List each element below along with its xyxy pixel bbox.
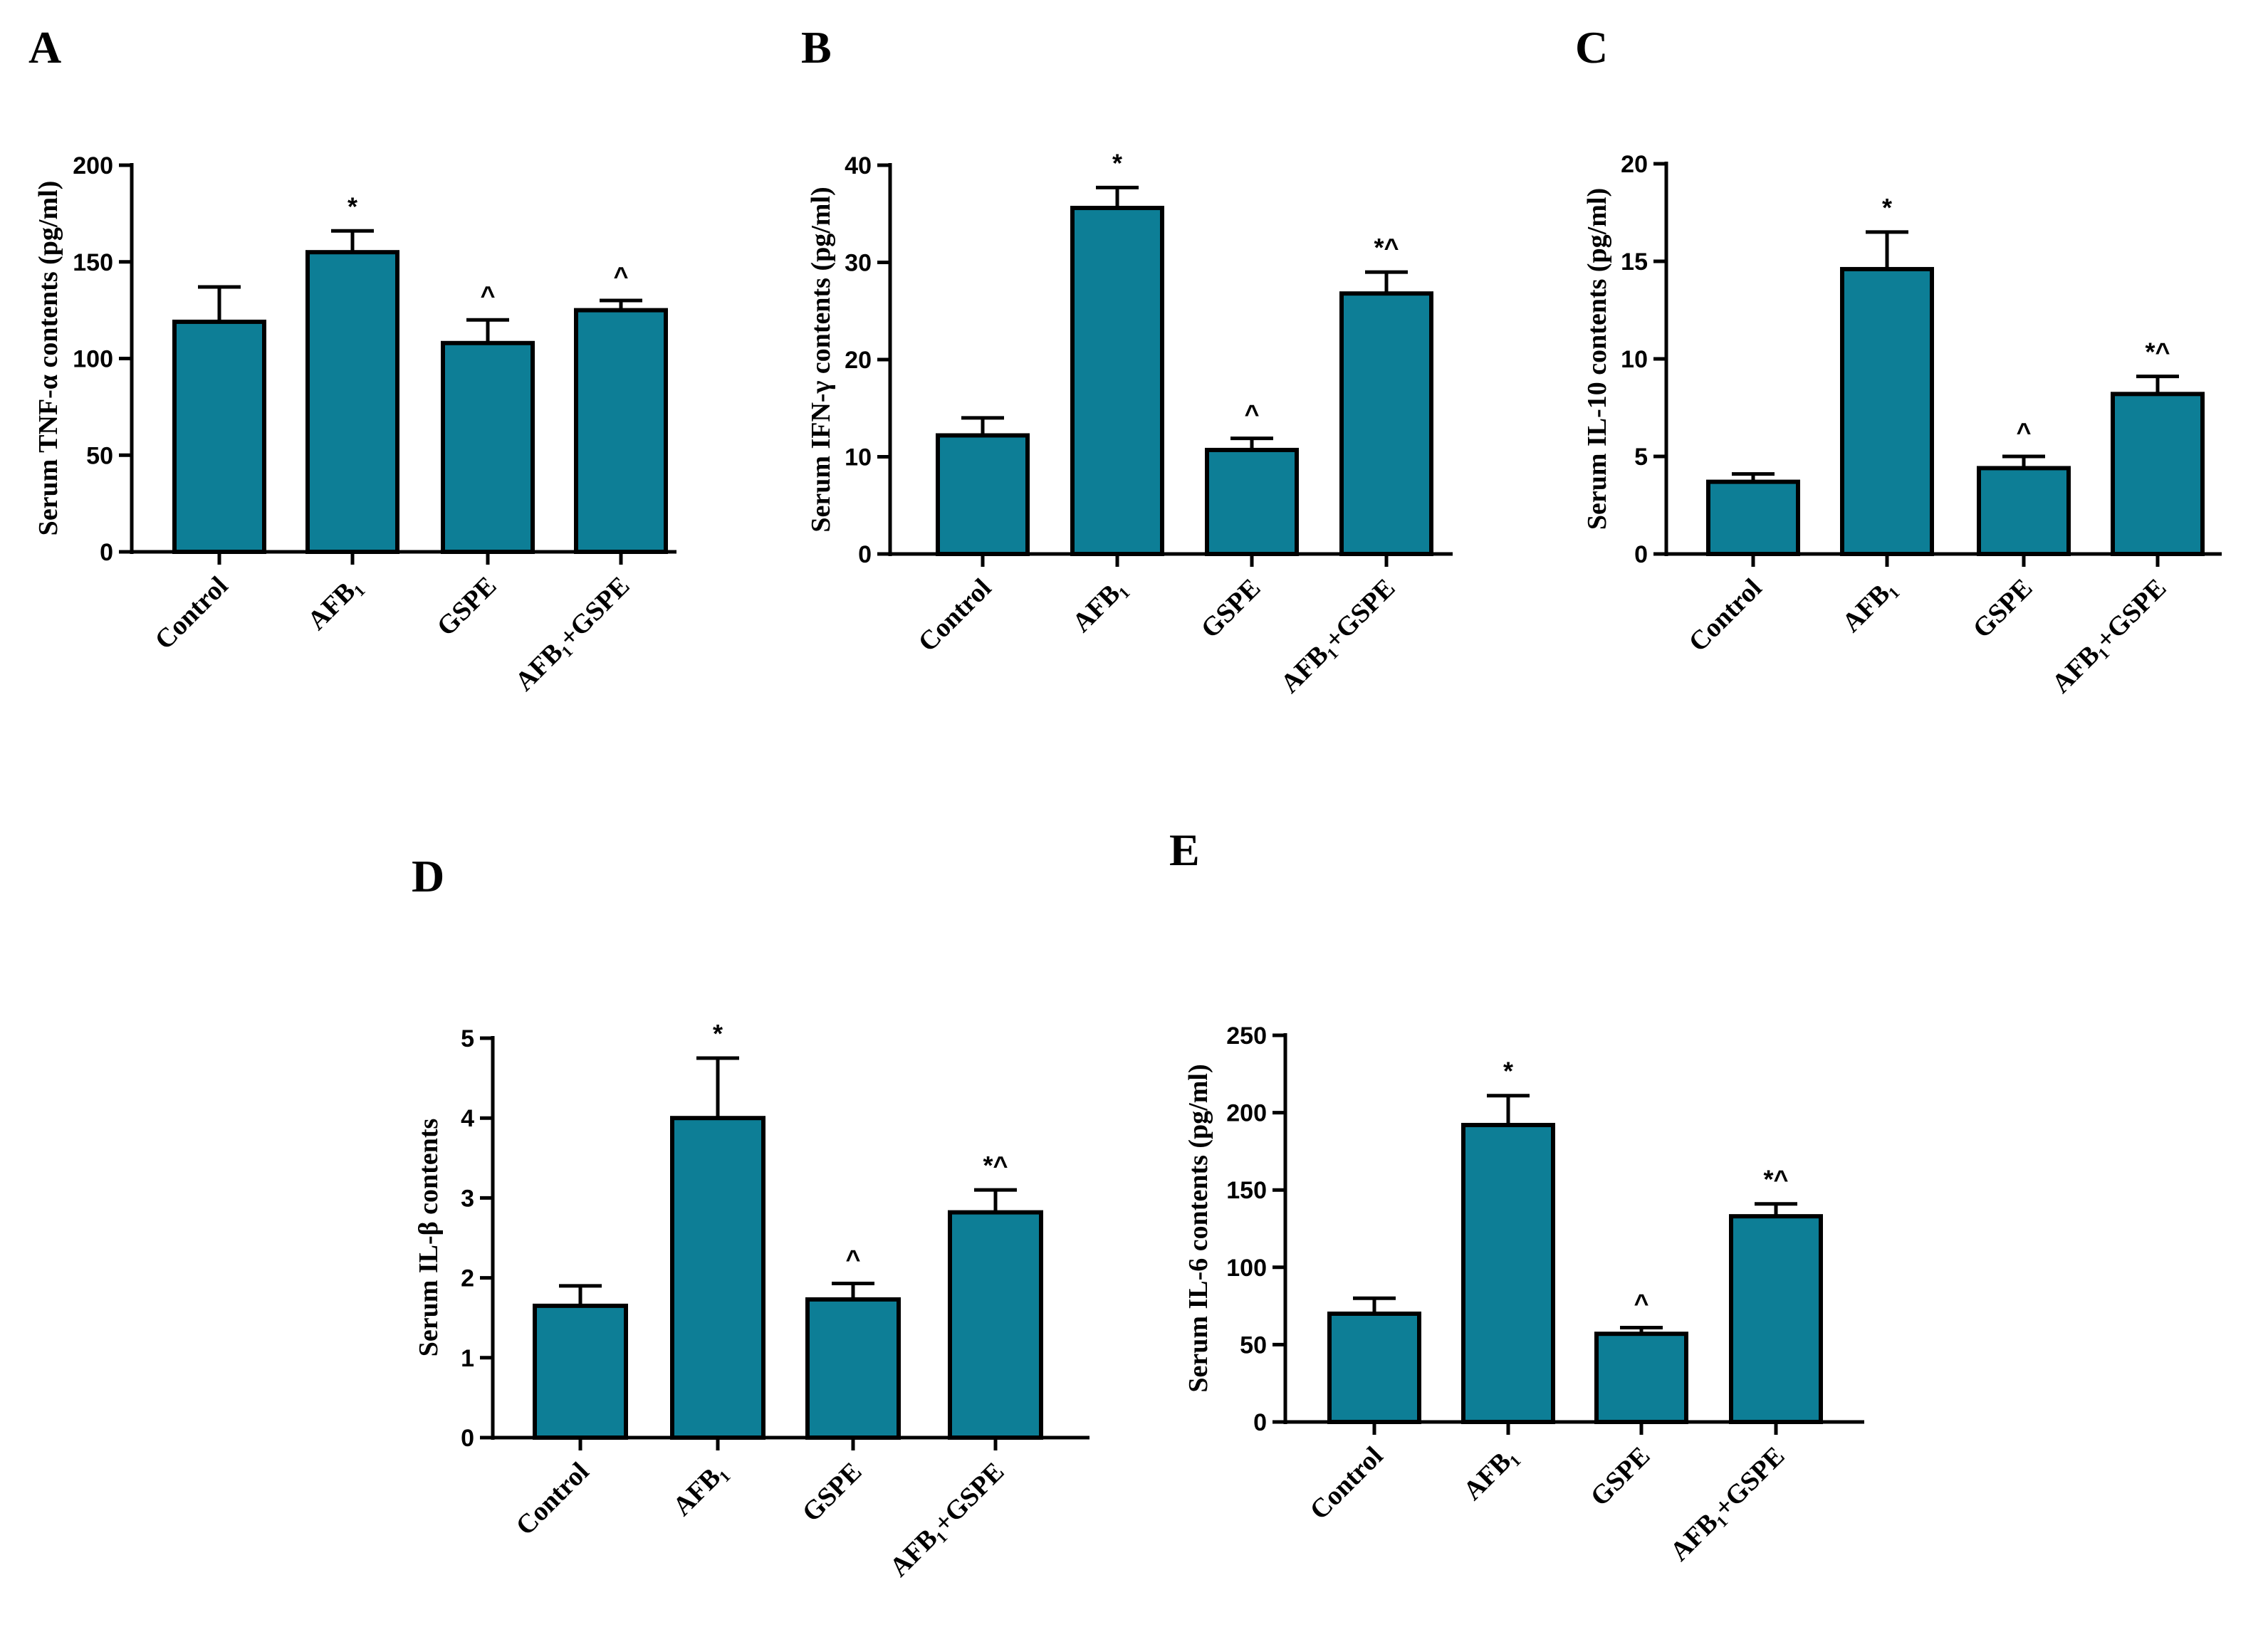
y-axis-label: Serum IL-β contents xyxy=(414,1119,444,1357)
x-tick-label: AFB₁ xyxy=(302,571,367,637)
x-tick-label: Control xyxy=(1683,573,1768,658)
bar-2 xyxy=(1070,206,1164,556)
x-tick-label: AFB₁ xyxy=(1067,573,1132,639)
significance-marker: * xyxy=(1882,193,1892,222)
bar-1 xyxy=(172,319,266,554)
x-tick-label: Control xyxy=(1305,1441,1389,1526)
y-tick-label: 0 xyxy=(1634,541,1648,568)
y-axis-label: Serum IFN-γ contents (pg/ml) xyxy=(806,187,836,532)
significance-marker: *^ xyxy=(1763,1165,1788,1194)
x-tick-label: AFB₁+GSPE xyxy=(1664,1441,1790,1567)
bar-1 xyxy=(1327,1311,1421,1424)
y-tick-label: 200 xyxy=(73,152,113,179)
y-tick-label: 5 xyxy=(1634,444,1648,471)
significance-marker: ^ xyxy=(1244,399,1259,429)
x-tick-label: AFB₁+GSPE xyxy=(1275,573,1401,699)
panel-letter: D xyxy=(412,851,444,901)
y-tick-label: 150 xyxy=(73,249,113,276)
y-tick-label: 3 xyxy=(461,1185,474,1212)
bar-2 xyxy=(1461,1122,1555,1424)
y-tick-label: 5 xyxy=(461,1025,474,1052)
y-tick-label: 20 xyxy=(1621,151,1648,178)
y-tick-label: 10 xyxy=(1621,346,1648,373)
y-tick-label: 50 xyxy=(1240,1332,1267,1359)
y-axis-label: Serum IL-6 contents (pg/ml) xyxy=(1183,1064,1213,1392)
x-tick-label: AFB₁+GSPE xyxy=(884,1457,1010,1583)
bar-1 xyxy=(1706,479,1800,556)
bar-2 xyxy=(670,1116,765,1440)
x-tick-label: GSPE xyxy=(1584,1441,1656,1512)
bar-3 xyxy=(805,1297,901,1440)
significance-marker: ^ xyxy=(613,261,628,291)
y-tick-label: 10 xyxy=(845,444,872,471)
y-tick-label: 0 xyxy=(100,539,113,566)
bar-4 xyxy=(2111,392,2205,556)
x-tick-label: AFB₁ xyxy=(1458,1441,1523,1507)
significance-marker: * xyxy=(1503,1057,1513,1086)
y-tick-label: 100 xyxy=(73,346,113,373)
y-tick-label: 4 xyxy=(461,1105,474,1132)
panel-letter: B xyxy=(801,22,832,73)
x-tick-label: AFB₁+GSPE xyxy=(2046,573,2172,699)
x-tick-label: GSPE xyxy=(1967,573,2038,644)
y-tick-label: 200 xyxy=(1226,1100,1267,1127)
y-tick-label: 100 xyxy=(1226,1255,1267,1282)
x-tick-label: GSPE xyxy=(796,1457,867,1528)
significance-marker: ^ xyxy=(845,1244,860,1273)
y-tick-label: 250 xyxy=(1226,1023,1267,1050)
y-tick-label: 15 xyxy=(1621,249,1648,276)
bar-1 xyxy=(533,1303,628,1440)
significance-marker: *^ xyxy=(983,1151,1008,1180)
panel-letter: A xyxy=(28,22,61,73)
x-tick-label: AFB₁+GSPE xyxy=(509,571,635,697)
significance-marker: *^ xyxy=(1374,233,1399,262)
significance-marker: ^ xyxy=(480,281,495,310)
bar-4 xyxy=(574,308,668,554)
y-tick-label: 1 xyxy=(461,1345,474,1372)
x-tick-label: GSPE xyxy=(431,571,502,642)
significance-marker: ^ xyxy=(1634,1289,1648,1318)
bar-2 xyxy=(1840,266,1934,556)
bar-3 xyxy=(1977,466,2071,556)
significance-marker: ^ xyxy=(2016,417,2031,446)
y-tick-label: 40 xyxy=(845,152,872,179)
panel-a: A Serum TNF-α contents (pg/ml) * ^ ^ 0 50 100 15… xyxy=(28,22,676,697)
significance-marker: * xyxy=(1112,148,1122,177)
x-tick-label: GSPE xyxy=(1195,573,1266,644)
x-tick-label: Control xyxy=(913,573,998,658)
x-tick-label: AFB₁ xyxy=(667,1457,733,1522)
y-tick-label: 20 xyxy=(845,347,872,374)
x-tick-label: AFB₁ xyxy=(1836,573,1902,639)
bar-3 xyxy=(1594,1332,1688,1425)
panel-letter: C xyxy=(1575,22,1608,73)
bar-4 xyxy=(1729,1214,1823,1425)
y-axis-label: Serum TNF-α contents (pg/ml) xyxy=(33,181,63,536)
x-tick-label: Control xyxy=(150,571,234,656)
y-tick-label: 0 xyxy=(1253,1409,1267,1436)
bar-1 xyxy=(936,433,1030,556)
bar-2 xyxy=(305,250,399,554)
y-tick-label: 2 xyxy=(461,1265,474,1292)
y-tick-label: 150 xyxy=(1226,1177,1267,1204)
x-tick-label: Control xyxy=(511,1457,595,1542)
y-tick-label: 50 xyxy=(86,442,113,469)
significance-marker: *^ xyxy=(2145,338,2170,367)
bar-4 xyxy=(948,1210,1043,1440)
bar-3 xyxy=(1205,447,1299,556)
significance-marker: * xyxy=(713,1019,723,1048)
y-tick-label: 0 xyxy=(461,1425,474,1452)
bar-4 xyxy=(1339,291,1433,556)
significance-marker: * xyxy=(347,192,357,221)
y-axis-label: Serum IL-10 contents (pg/ml) xyxy=(1582,188,1612,530)
panel-letter: E xyxy=(1169,825,1200,875)
y-tick-label: 30 xyxy=(845,250,872,277)
bar-3 xyxy=(441,340,535,554)
y-tick-label: 0 xyxy=(858,541,872,568)
